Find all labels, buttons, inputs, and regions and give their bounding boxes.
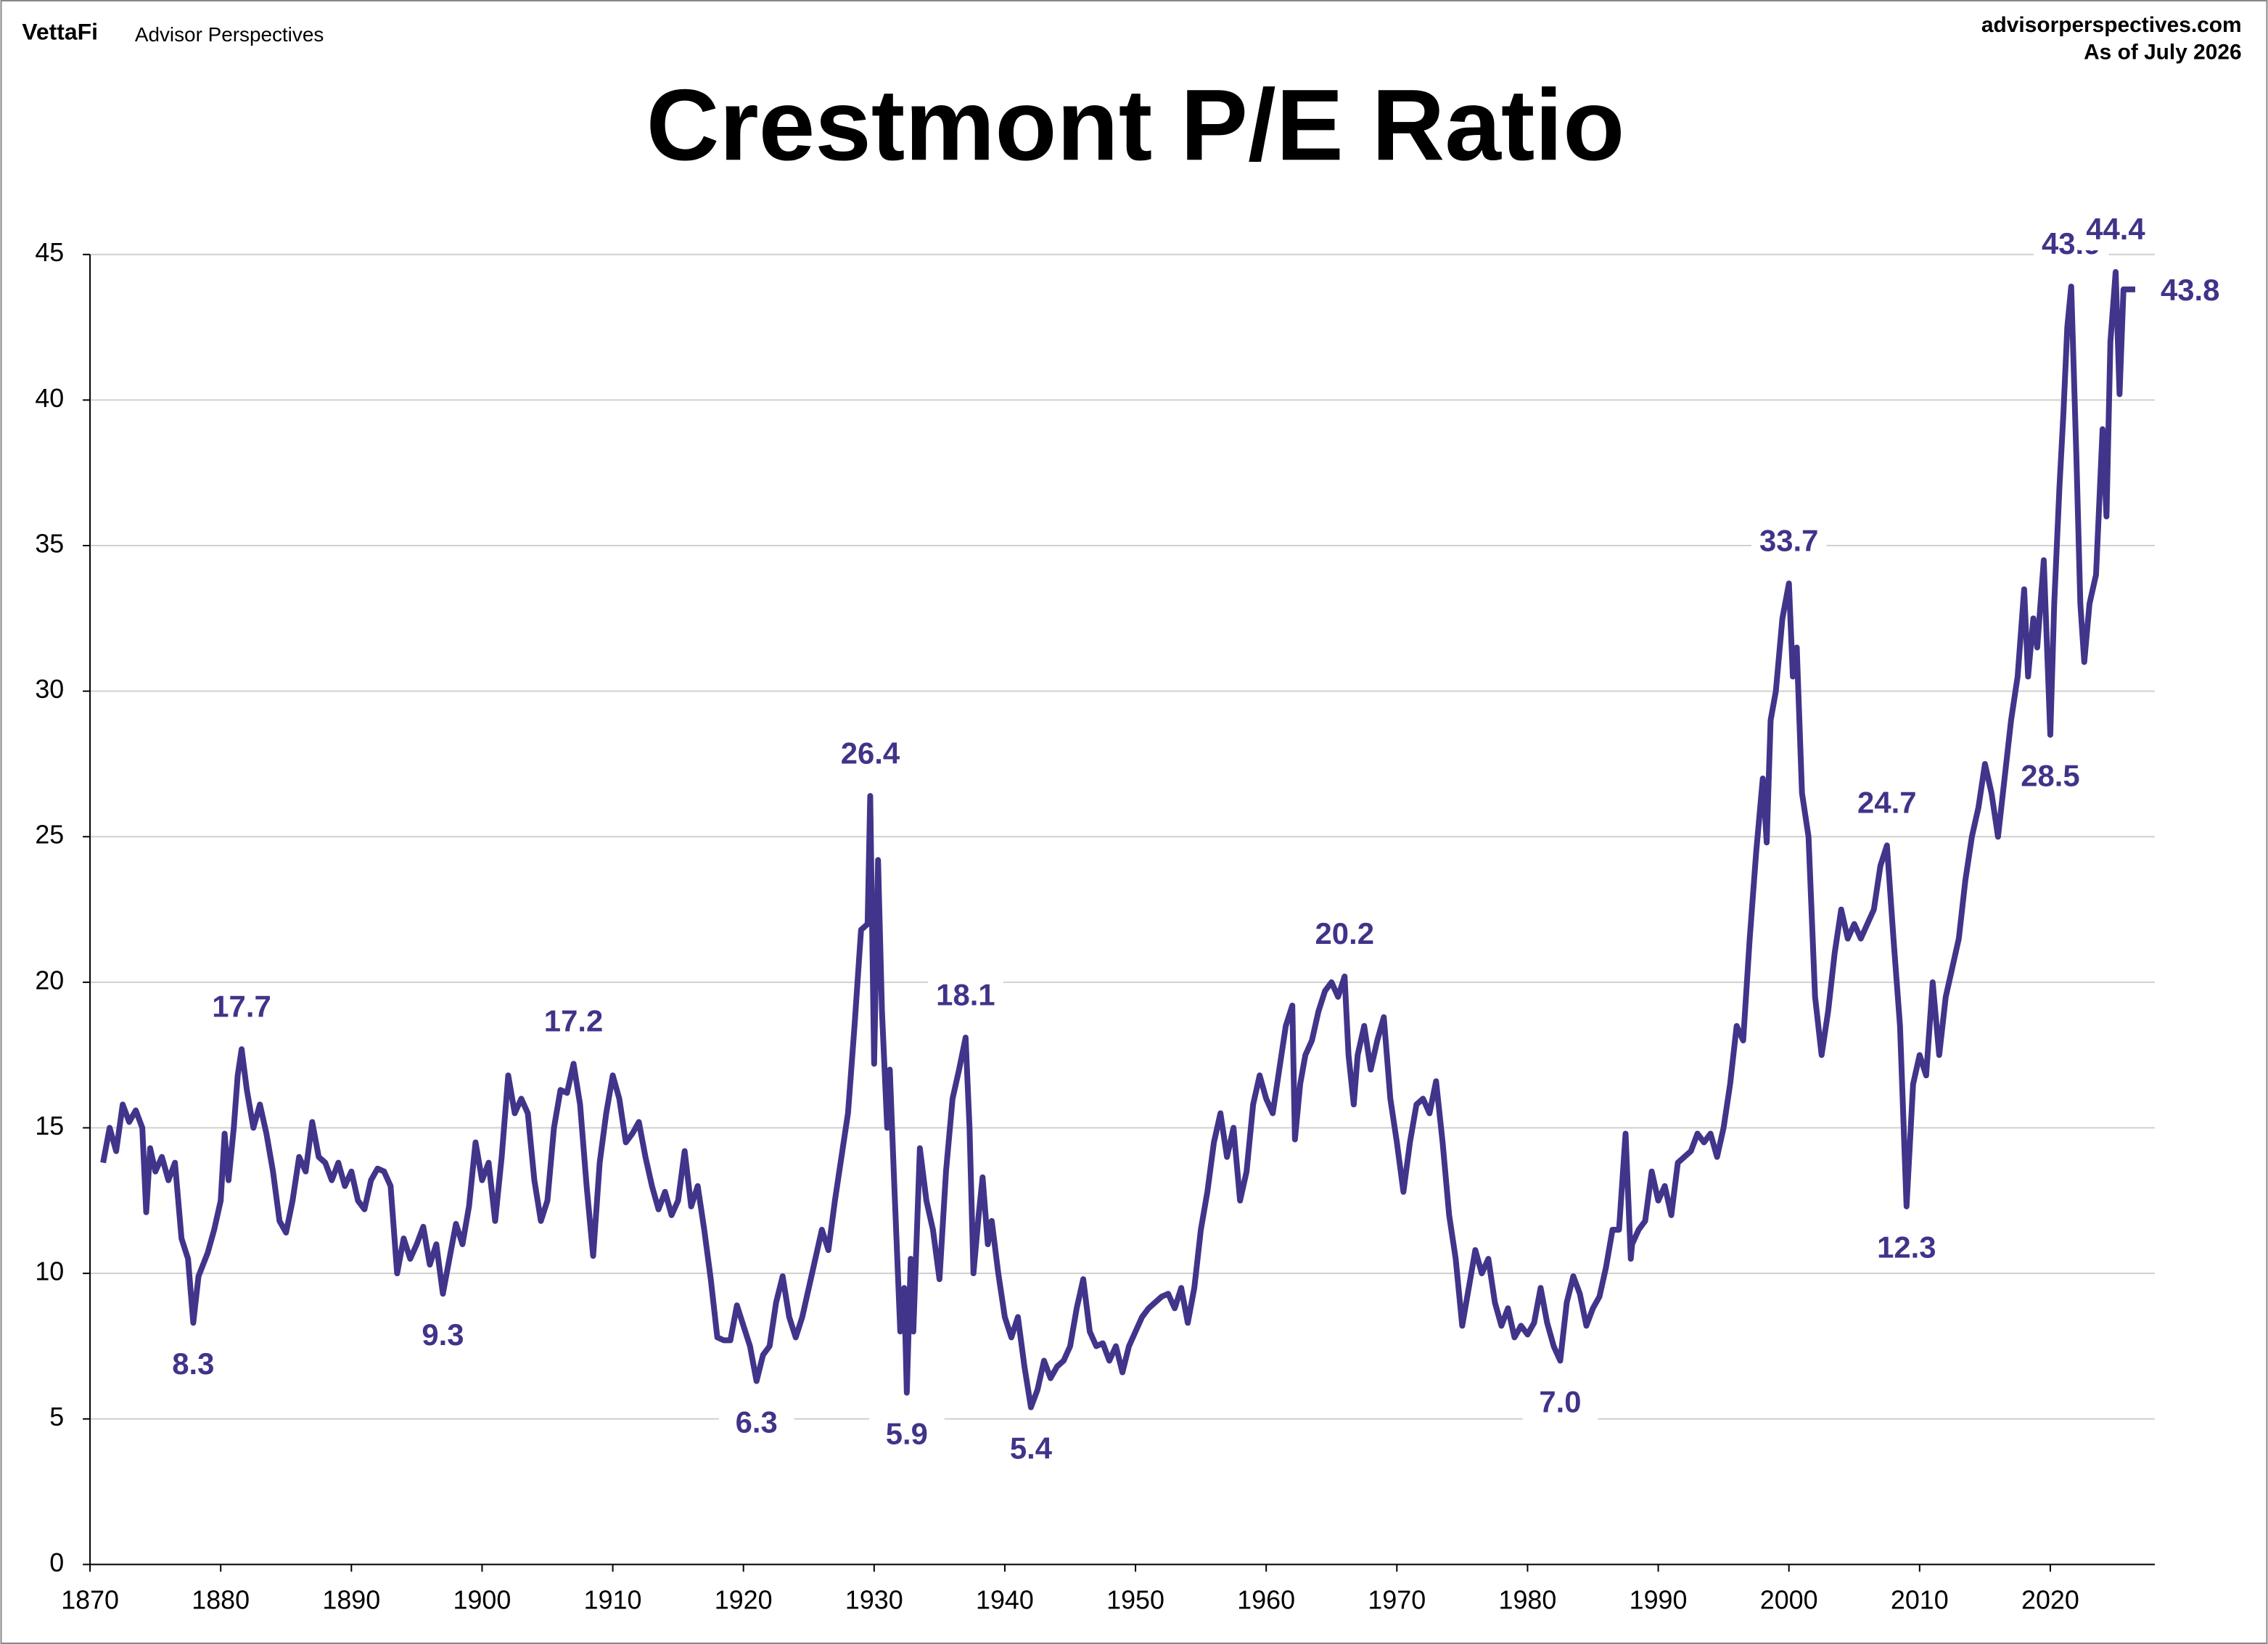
annotation-bg [405, 1318, 481, 1356]
x-tick-label: 1900 [453, 1586, 511, 1615]
annotation: 43.8 [2161, 273, 2219, 307]
annotation: 17.2 [544, 1003, 603, 1037]
annotation-bg [2078, 213, 2153, 250]
pe-line [100, 268, 2136, 1410]
y-tick-label: 10 [35, 1257, 64, 1286]
y-tick-label: 35 [35, 529, 64, 558]
y-tick-label: 20 [35, 966, 64, 995]
annotation: 8.3 [172, 1347, 214, 1381]
annotation-bg [1751, 524, 1827, 562]
annotation: 20.2 [1315, 916, 1374, 950]
annotation-bg [832, 736, 908, 775]
y-tick-label: 25 [35, 821, 64, 850]
annotation-bg [2152, 273, 2228, 311]
plot: 17.7 8.3 17.2 9.3 26.4 6.3 5.9 18.1 5.4 20.2 7.0 33… [100, 212, 2228, 1470]
x-tick-label: 1890 [322, 1586, 380, 1615]
x-tick-label: 1920 [715, 1586, 773, 1615]
x-tick-label: 2020 [2021, 1586, 2079, 1615]
x-tick-label: 1950 [1106, 1586, 1164, 1615]
annotation-bg [718, 1405, 794, 1444]
annotation-bg [535, 1004, 612, 1043]
chart-title: Crestmont P/E Ratio [646, 68, 1625, 181]
y-tick-label: 30 [35, 675, 64, 704]
annotation-bg [1307, 917, 1383, 955]
y-tick-label: 5 [49, 1402, 64, 1431]
x-tick-label: 1930 [845, 1586, 903, 1615]
annotation: 18.1 [936, 977, 995, 1011]
annotation: 28.5 [2021, 759, 2079, 793]
annotation: 9.3 [422, 1318, 464, 1352]
x-tick-label: 1870 [61, 1586, 119, 1615]
x-tick-label: 1980 [1499, 1586, 1557, 1615]
annotation-bg [869, 1417, 945, 1455]
x-tick-label: 1880 [192, 1586, 250, 1615]
grid: 0 5 10 15 20 25 30 35 40 45 1870 1880 1890 1900 1910 19… [35, 238, 2156, 1615]
annotation: 12.3 [1877, 1230, 1936, 1265]
brand: VettaFi [22, 18, 98, 44]
annotation-bg [1868, 1230, 1944, 1269]
annotation-bg [155, 1347, 231, 1386]
annotation-bg [993, 1431, 1069, 1470]
x-tick-label: 2010 [1891, 1586, 1949, 1615]
y-tick-label: 0 [49, 1548, 64, 1577]
brand-sub: Advisor Perspectives [135, 23, 324, 46]
annotation: 17.7 [212, 989, 271, 1023]
x-tick-label: 1910 [584, 1586, 642, 1615]
site: advisorperspectives.com [1981, 13, 2242, 37]
annotation-bg [928, 978, 1003, 1016]
y-tick-label: 45 [35, 238, 64, 267]
y-tick-label: 15 [35, 1111, 64, 1140]
annotation: 44.4 [2086, 212, 2145, 246]
annotation-bg [1849, 786, 1925, 824]
annotation-bg [1522, 1385, 1598, 1423]
x-tick-label: 1970 [1368, 1586, 1426, 1615]
annotation: 33.7 [1759, 523, 1818, 557]
annotation: 26.4 [841, 736, 900, 770]
annotation: 5.4 [1010, 1431, 1053, 1466]
x-tick-label: 1940 [976, 1586, 1034, 1615]
x-tick-label: 1990 [1630, 1586, 1688, 1615]
as-of-date: As of July 2026 [2084, 41, 2242, 65]
x-tick-label: 1960 [1237, 1586, 1295, 1615]
y-tick-label: 40 [35, 384, 64, 413]
annotation: 7.0 [1539, 1384, 1581, 1418]
annotation-bg [204, 990, 279, 1028]
annotation-bg [2013, 759, 2088, 797]
annotation: 5.9 [886, 1417, 928, 1451]
x-tick-label: 2000 [1760, 1586, 1818, 1615]
annotation: 6.3 [736, 1405, 778, 1439]
annotation: 24.7 [1857, 786, 1916, 820]
